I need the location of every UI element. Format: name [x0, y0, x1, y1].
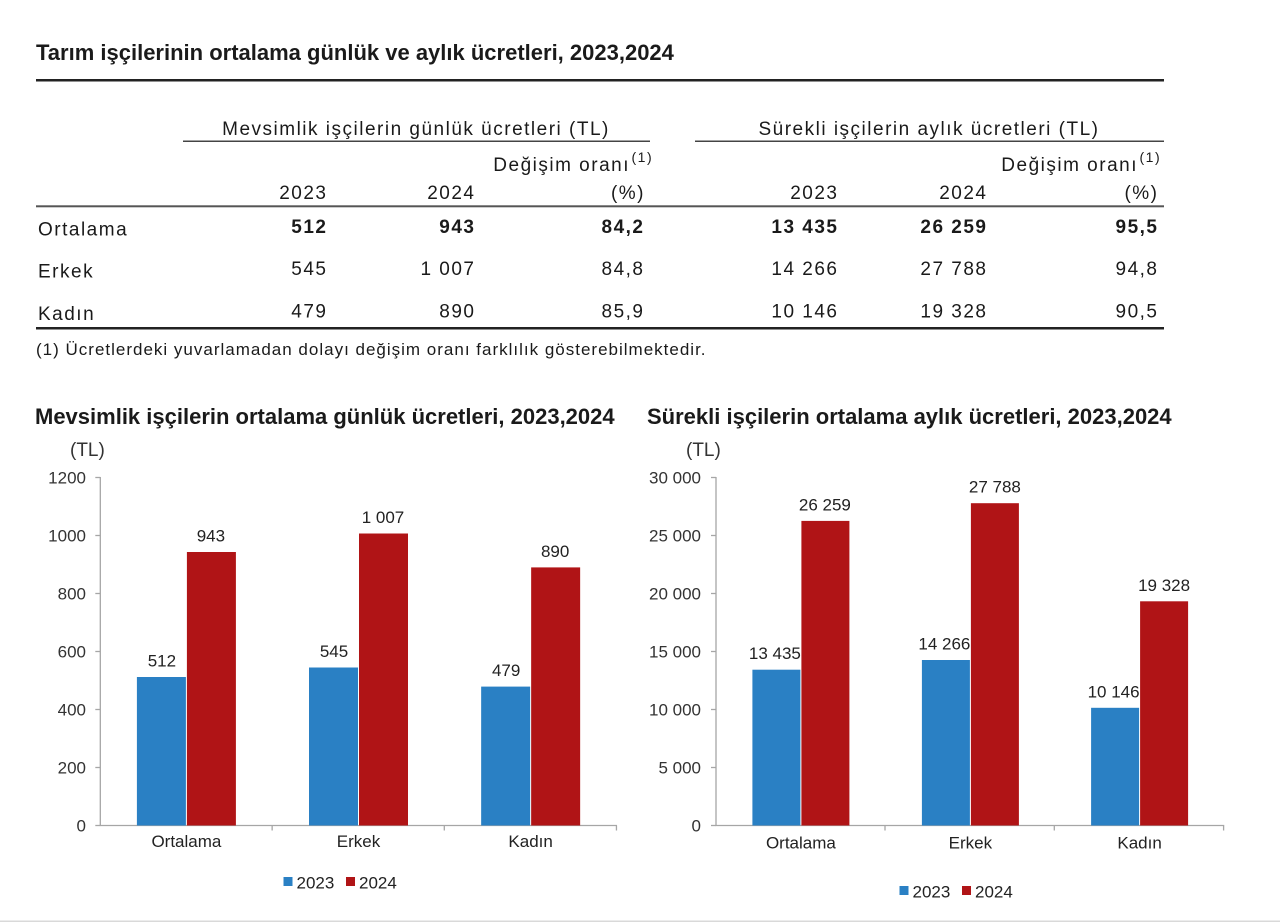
svg-text:Mevsimlik işçilerin ortalama g: Mevsimlik işçilerin ortalama günlük ücre…: [35, 404, 615, 429]
svg-text:545: 545: [320, 642, 348, 661]
svg-text:Erkek: Erkek: [38, 262, 94, 283]
svg-text:200: 200: [58, 759, 86, 778]
svg-text:2024: 2024: [939, 183, 987, 204]
svg-text:(1): (1): [1140, 149, 1162, 165]
svg-text:26 259: 26 259: [920, 217, 987, 238]
svg-text:(TL): (TL): [70, 440, 105, 461]
svg-text:Tarım işçilerinin ortalama gün: Tarım işçilerinin ortalama günlük ve ayl…: [36, 40, 675, 65]
svg-text:90,5: 90,5: [1116, 302, 1159, 323]
svg-text:890: 890: [439, 302, 475, 323]
svg-text:Ortalama: Ortalama: [151, 832, 221, 851]
svg-text:Değişim oranı: Değişim oranı: [1001, 155, 1138, 176]
svg-text:0: 0: [77, 817, 86, 836]
svg-text:2024: 2024: [427, 183, 475, 204]
svg-text:14 266: 14 266: [918, 635, 970, 654]
svg-text:2023: 2023: [279, 183, 327, 204]
svg-text:Mevsimlik işçilerin günlük ücr: Mevsimlik işçilerin günlük ücretleri (TL…: [222, 119, 610, 140]
svg-text:95,5: 95,5: [1116, 217, 1159, 238]
svg-text:13 435: 13 435: [771, 217, 838, 238]
svg-text:943: 943: [197, 527, 225, 546]
svg-text:512: 512: [291, 217, 327, 238]
svg-text:(1): (1): [632, 149, 654, 165]
svg-text:600: 600: [58, 643, 86, 662]
svg-text:Sürekli işçilerin ortalama ayl: Sürekli işçilerin ortalama aylık ücretle…: [647, 404, 1172, 429]
svg-text:Ortalama: Ortalama: [38, 220, 128, 241]
svg-text:Kadın: Kadın: [1117, 834, 1161, 853]
svg-text:1200: 1200: [48, 469, 86, 488]
svg-text:479: 479: [492, 661, 520, 680]
svg-text:10 146: 10 146: [771, 302, 838, 323]
svg-text:13 435: 13 435: [749, 644, 801, 663]
svg-text:26 259: 26 259: [799, 495, 851, 514]
svg-text:25 000: 25 000: [649, 527, 701, 546]
svg-text:20 000: 20 000: [649, 585, 701, 604]
svg-text:(TL): (TL): [686, 440, 721, 461]
svg-text:890: 890: [541, 542, 569, 561]
svg-text:800: 800: [58, 585, 86, 604]
svg-text:2024: 2024: [359, 874, 397, 893]
svg-text:10 000: 10 000: [649, 701, 701, 720]
svg-text:84,2: 84,2: [602, 217, 645, 238]
svg-text:27 788: 27 788: [920, 259, 987, 280]
svg-text:19 328: 19 328: [920, 302, 987, 323]
svg-text:14 266: 14 266: [771, 259, 838, 280]
svg-text:545: 545: [291, 259, 327, 280]
svg-text:27 788: 27 788: [969, 478, 1021, 497]
svg-text:479: 479: [291, 302, 327, 323]
svg-text:30 000: 30 000: [649, 469, 701, 488]
svg-text:2023: 2023: [913, 883, 951, 902]
svg-text:19 328: 19 328: [1138, 576, 1190, 595]
svg-text:1 007: 1 007: [362, 508, 405, 527]
svg-text:1 007: 1 007: [420, 259, 475, 280]
svg-text:Sürekli işçilerin aylık ücretl: Sürekli işçilerin aylık ücretleri (TL): [758, 119, 1099, 140]
svg-text:943: 943: [439, 217, 475, 238]
svg-text:0: 0: [692, 817, 701, 836]
svg-text:Erkek: Erkek: [949, 834, 993, 853]
svg-text:400: 400: [58, 701, 86, 720]
svg-text:(%): (%): [1124, 183, 1158, 204]
svg-text:85,9: 85,9: [602, 302, 645, 323]
svg-text:(%): (%): [611, 183, 645, 204]
svg-text:10 146: 10 146: [1088, 682, 1140, 701]
svg-text:1000: 1000: [48, 527, 86, 546]
svg-text:94,8: 94,8: [1116, 259, 1159, 280]
svg-text:Kadın: Kadın: [508, 832, 552, 851]
svg-text:Kadın: Kadın: [38, 304, 95, 325]
svg-text:2023: 2023: [297, 874, 335, 893]
svg-text:Erkek: Erkek: [337, 832, 381, 851]
svg-text:(1) Ücretlerdeki yuvarlamadan: (1) Ücretlerdeki yuvarlamadan dolayı değ…: [36, 340, 707, 359]
svg-text:15 000: 15 000: [649, 643, 701, 662]
svg-text:5 000: 5 000: [658, 759, 701, 778]
svg-text:512: 512: [148, 652, 176, 671]
svg-text:2023: 2023: [790, 183, 838, 204]
svg-text:84,8: 84,8: [602, 259, 645, 280]
svg-text:Ortalama: Ortalama: [766, 834, 836, 853]
svg-text:2024: 2024: [975, 883, 1013, 902]
svg-text:Değişim oranı: Değişim oranı: [493, 155, 630, 176]
